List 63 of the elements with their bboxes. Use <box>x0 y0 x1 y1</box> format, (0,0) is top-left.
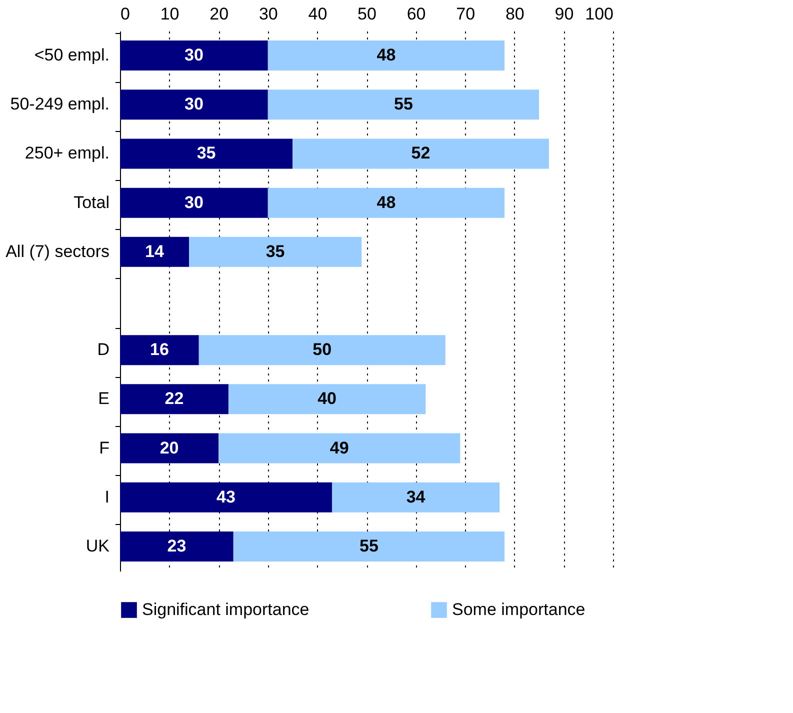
data-label: 35 <box>196 144 216 163</box>
bar <box>120 236 190 267</box>
bar <box>120 433 219 464</box>
y-tick-label: I <box>104 487 110 506</box>
y-tick-label: Total <box>74 192 110 212</box>
x-tick-label: 40 <box>308 4 328 24</box>
bar <box>218 433 460 464</box>
y-tick-label: All (7) sectors <box>6 242 110 261</box>
x-tick-label: 60 <box>406 4 426 24</box>
bar <box>120 335 199 366</box>
data-label: 16 <box>150 340 169 360</box>
data-label: 52 <box>411 144 430 163</box>
data-label: 43 <box>216 487 236 506</box>
data-label: 55 <box>360 536 378 556</box>
bar <box>268 90 540 120</box>
data-label: 23 <box>167 536 186 556</box>
x-tick-label: 0 <box>120 4 130 24</box>
x-tick-label: 50 <box>358 4 376 24</box>
data-label: 35 <box>266 242 285 261</box>
legend-label: Significant importance <box>142 600 310 619</box>
bar <box>233 531 505 562</box>
y-tick-label: 250+ empl. <box>24 144 110 163</box>
x-tick-label: 70 <box>456 4 476 24</box>
y-tick-label: 50-249 empl. <box>10 94 110 114</box>
bar <box>268 40 505 71</box>
data-label: 34 <box>406 487 426 506</box>
data-label: 55 <box>394 94 413 114</box>
data-label: 48 <box>376 46 396 65</box>
data-label: 50 <box>312 340 332 360</box>
data-label: 30 <box>184 46 204 65</box>
bar <box>120 482 332 512</box>
bar <box>120 138 293 169</box>
data-label: 14 <box>145 242 165 261</box>
x-tick-label: 10 <box>160 4 180 24</box>
bar <box>189 236 362 267</box>
bar <box>332 482 500 512</box>
bar <box>120 531 234 562</box>
bar <box>292 138 549 169</box>
bar <box>268 188 505 218</box>
x-tick-label: 30 <box>258 4 278 24</box>
data-label: 48 <box>376 192 396 212</box>
y-tick-label: UK <box>86 536 110 556</box>
bar <box>120 188 268 218</box>
data-label: 40 <box>318 389 337 408</box>
x-tick-label: 80 <box>505 4 524 24</box>
data-label: 49 <box>330 438 349 458</box>
y-tick-label: E <box>98 389 110 408</box>
bar <box>120 90 268 120</box>
bar <box>228 384 426 414</box>
data-label: 20 <box>160 438 179 458</box>
x-tick-label: 100 <box>585 4 614 24</box>
bar <box>198 335 446 366</box>
data-label: 30 <box>184 94 204 114</box>
legend-label: Some importance <box>452 600 586 619</box>
data-label: 30 <box>184 192 204 212</box>
y-tick-label: <50 empl. <box>34 46 110 65</box>
x-tick-label: 90 <box>554 4 574 24</box>
bar <box>120 40 268 71</box>
y-tick-label: D <box>97 340 110 360</box>
y-tick-label: F <box>99 438 110 458</box>
data-label: 22 <box>164 389 184 408</box>
x-tick-label: 20 <box>210 4 229 24</box>
bar <box>120 384 228 414</box>
